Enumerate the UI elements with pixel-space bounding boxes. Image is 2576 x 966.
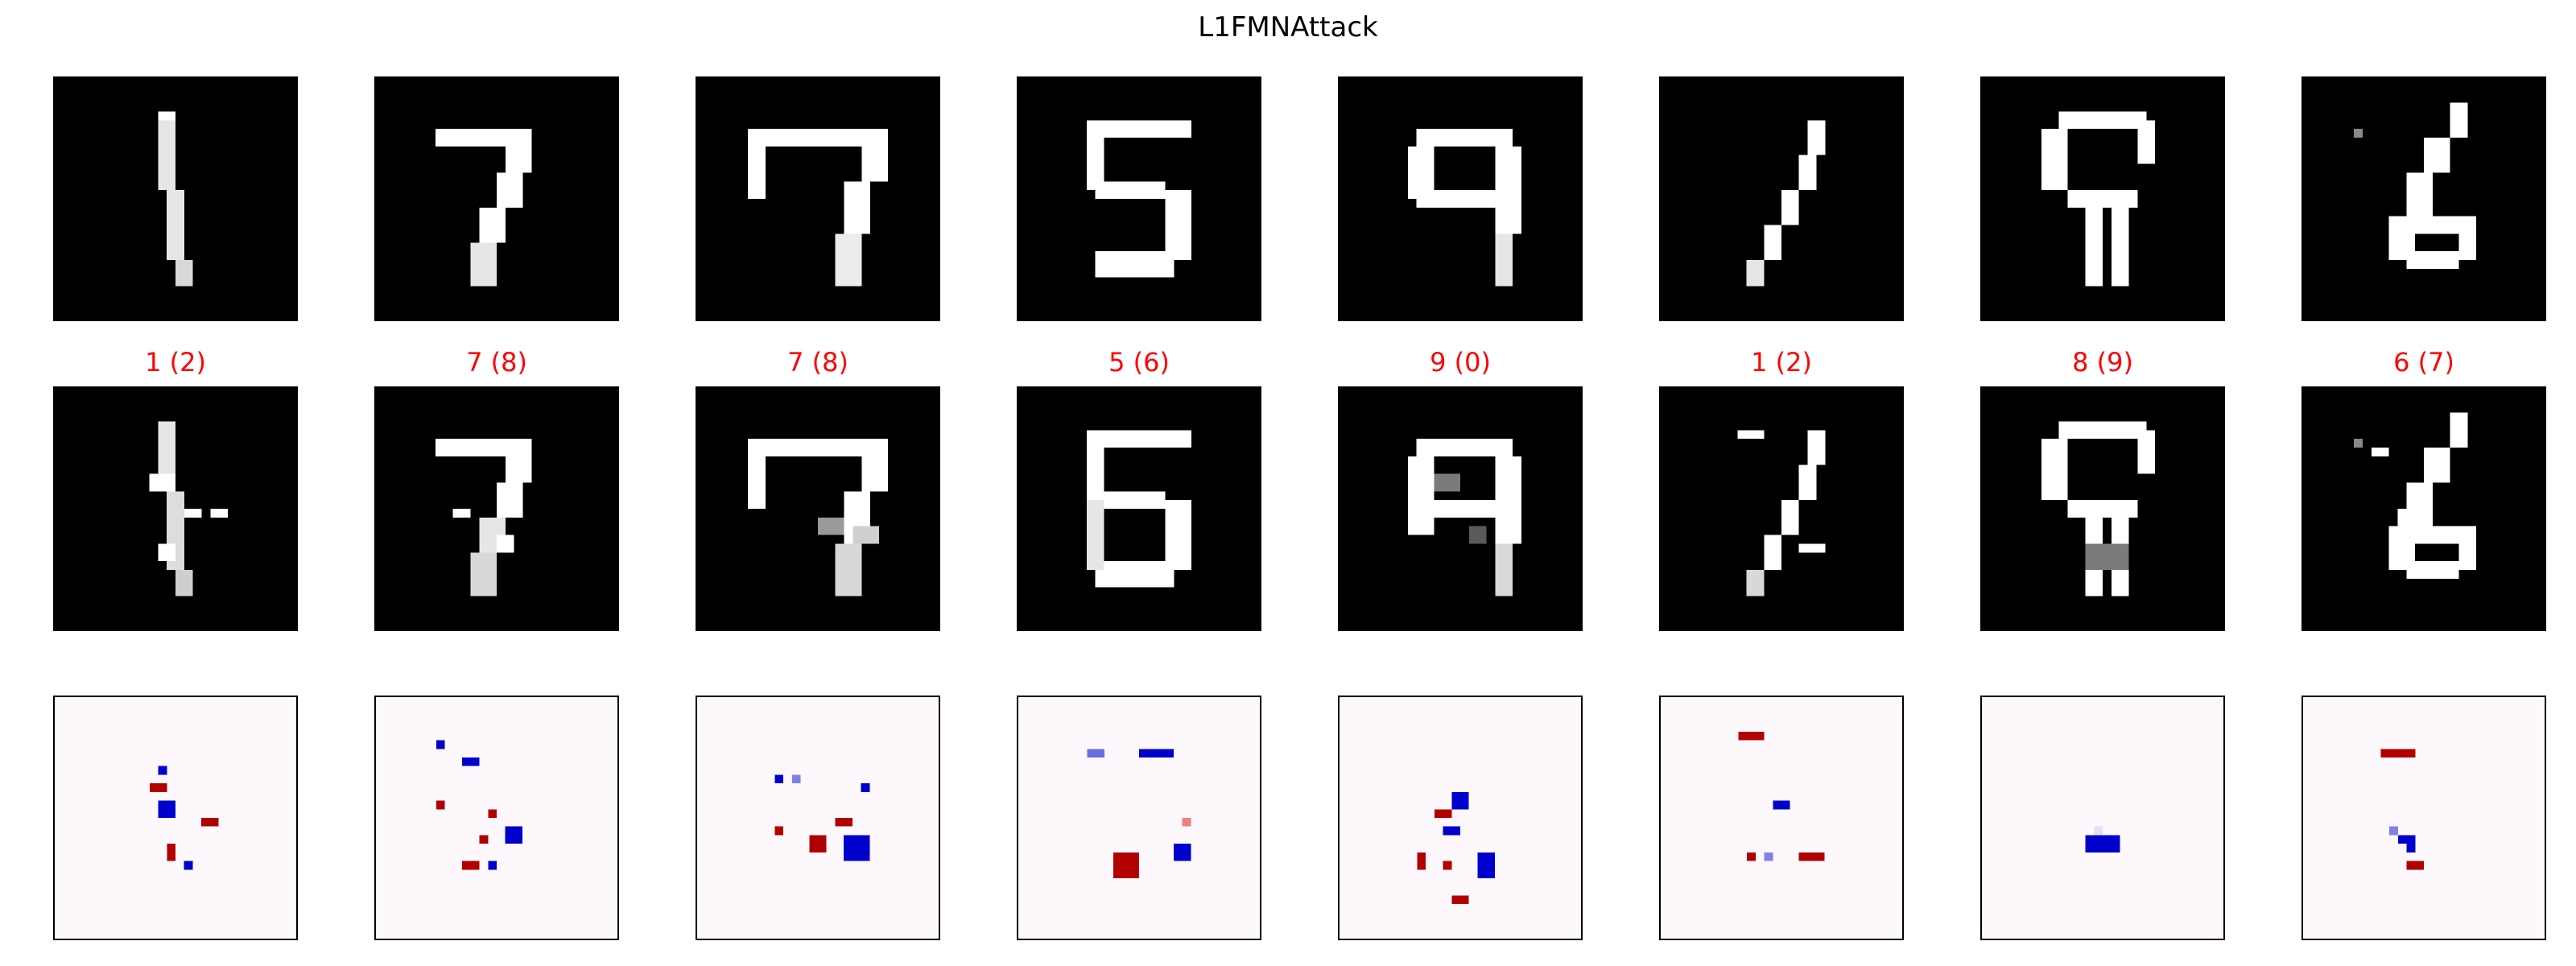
original-image-5 bbox=[1338, 76, 1583, 321]
prediction-label-3: 7 (8) bbox=[787, 347, 848, 378]
prediction-label-7: 8 (9) bbox=[2072, 347, 2133, 378]
adversarial-image-3 bbox=[696, 386, 940, 631]
adversarial-image-2 bbox=[374, 386, 619, 631]
adversarial-image-6 bbox=[1659, 386, 1904, 631]
original-image-4 bbox=[1017, 76, 1261, 321]
perturbation-image-8 bbox=[2301, 696, 2546, 940]
perturbation-image-6 bbox=[1659, 696, 1904, 940]
perturbation-image-5 bbox=[1338, 696, 1583, 940]
original-image-2 bbox=[374, 76, 619, 321]
perturbation-image-3 bbox=[696, 696, 940, 940]
prediction-label-8: 6 (7) bbox=[2393, 347, 2454, 378]
adversarial-image-7 bbox=[1980, 386, 2225, 631]
prediction-label-4: 5 (6) bbox=[1108, 347, 1170, 378]
perturbation-image-7 bbox=[1980, 696, 2225, 940]
original-image-3 bbox=[696, 76, 940, 321]
prediction-label-1: 1 (2) bbox=[145, 347, 206, 378]
adversarial-image-5 bbox=[1338, 386, 1583, 631]
perturbation-image-4 bbox=[1017, 696, 1261, 940]
original-image-1 bbox=[53, 76, 298, 321]
figure-title: L1FMNAttack bbox=[1198, 11, 1378, 43]
original-image-8 bbox=[2301, 76, 2546, 321]
prediction-label-2: 7 (8) bbox=[466, 347, 527, 378]
prediction-label-6: 1 (2) bbox=[1751, 347, 1812, 378]
original-image-6 bbox=[1659, 76, 1904, 321]
adversarial-image-8 bbox=[2301, 386, 2546, 631]
adversarial-image-4 bbox=[1017, 386, 1261, 631]
prediction-label-5: 9 (0) bbox=[1430, 347, 1491, 378]
perturbation-image-2 bbox=[374, 696, 619, 940]
perturbation-image-1 bbox=[53, 696, 298, 940]
original-image-7 bbox=[1980, 76, 2225, 321]
adversarial-image-1 bbox=[53, 386, 298, 631]
